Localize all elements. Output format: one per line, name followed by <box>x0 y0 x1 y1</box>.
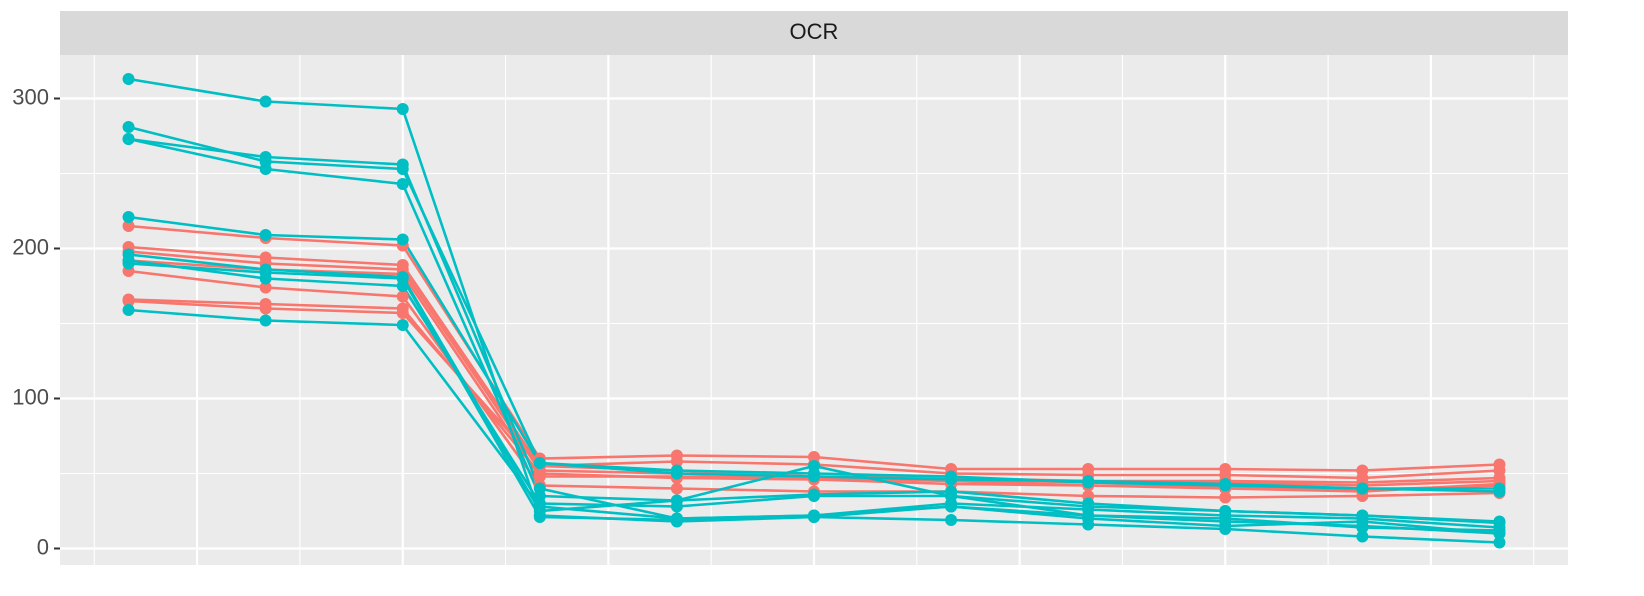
data-point <box>1219 478 1232 490</box>
chart-title: OCR <box>790 19 839 44</box>
data-point <box>396 178 409 190</box>
y-tick-label: 200 <box>12 234 49 259</box>
data-point <box>945 473 958 486</box>
y-tick-label: 0 <box>37 534 49 559</box>
data-point <box>396 319 409 331</box>
data-point <box>122 211 135 223</box>
data-point <box>670 500 683 513</box>
data-point <box>533 457 546 469</box>
data-point <box>122 133 135 145</box>
data-point <box>396 158 409 171</box>
data-point <box>259 229 272 241</box>
data-point <box>122 121 135 133</box>
data-point <box>259 266 272 279</box>
data-point <box>396 103 409 115</box>
data-point <box>670 467 683 480</box>
data-point <box>259 95 272 108</box>
data-point <box>1219 491 1232 504</box>
data-point <box>670 512 683 525</box>
data-point <box>396 272 409 285</box>
data-point <box>1493 485 1506 498</box>
data-point <box>533 500 546 513</box>
data-point <box>122 257 135 270</box>
data-point <box>1356 530 1369 543</box>
data-point <box>1493 527 1506 540</box>
data-point <box>808 490 820 502</box>
data-point <box>1082 500 1095 513</box>
data-point <box>396 307 409 319</box>
data-point <box>1493 536 1506 549</box>
data-point <box>1219 520 1232 532</box>
data-point <box>1082 512 1095 525</box>
data-point <box>259 281 272 294</box>
data-point <box>122 73 135 85</box>
data-point <box>1356 515 1369 528</box>
data-point <box>122 304 135 316</box>
data-point <box>396 233 409 246</box>
y-tick-label: 100 <box>12 384 49 409</box>
data-point <box>670 482 683 495</box>
data-point <box>259 302 272 315</box>
data-point <box>396 290 409 303</box>
data-point <box>945 514 958 526</box>
data-point <box>945 500 958 513</box>
data-point <box>259 314 272 327</box>
data-point <box>808 509 820 522</box>
data-point <box>122 220 135 232</box>
data-point <box>1082 475 1095 487</box>
y-tick-label: 300 <box>12 84 49 109</box>
data-point <box>670 455 683 468</box>
data-point <box>808 460 820 472</box>
data-point <box>259 151 272 163</box>
data-point <box>1493 472 1506 484</box>
data-point <box>808 470 820 483</box>
data-point <box>945 490 958 502</box>
data-point <box>122 295 135 307</box>
data-point <box>533 511 546 523</box>
data-point <box>1356 482 1369 495</box>
facet-strip <box>60 11 1568 55</box>
data-point <box>259 163 272 175</box>
